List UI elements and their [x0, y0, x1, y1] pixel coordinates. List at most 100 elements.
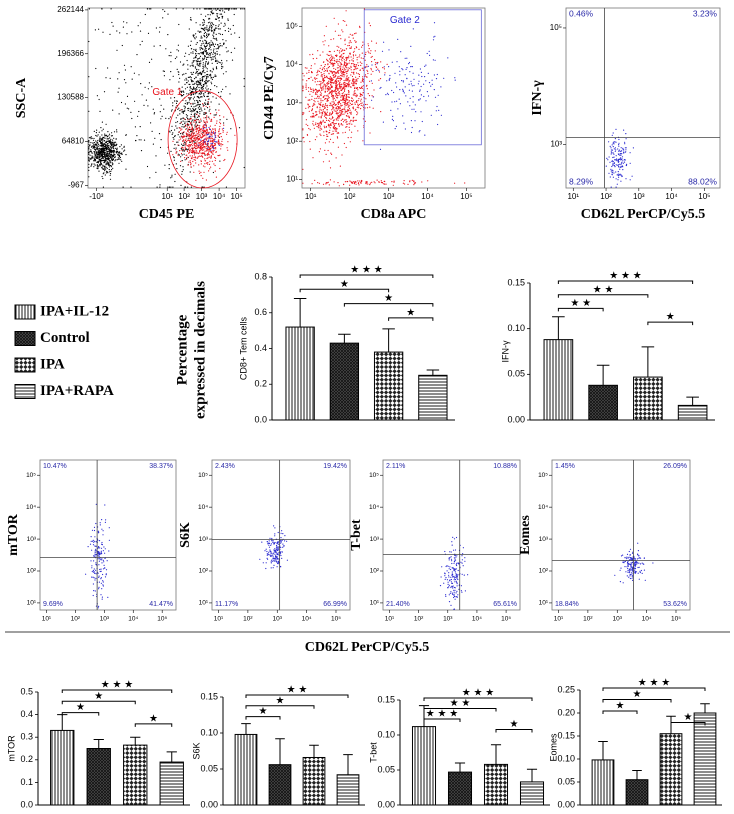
event-dot	[451, 573, 454, 575]
event-dot	[174, 57, 176, 60]
event-dot	[191, 158, 193, 160]
event-dot	[88, 163, 90, 165]
event-dot	[200, 73, 203, 75]
event-dot	[343, 86, 345, 88]
event-dot	[314, 81, 316, 83]
event-dot	[184, 186, 186, 188]
event-dot	[95, 569, 97, 571]
event-dot	[319, 104, 321, 106]
event-dot	[200, 139, 202, 141]
event-dot	[340, 63, 342, 66]
event-dot	[186, 93, 188, 95]
event-dot	[329, 92, 331, 94]
event-dot	[379, 87, 381, 89]
event-dot	[89, 158, 91, 160]
event-dot	[197, 156, 199, 158]
event-dot	[611, 169, 613, 171]
event-dot	[184, 106, 186, 108]
event-dot	[618, 142, 620, 144]
event-dot	[147, 88, 149, 90]
event-dot	[621, 161, 623, 163]
event-dot	[323, 112, 325, 114]
event-dot	[328, 54, 330, 57]
event-dot	[110, 141, 112, 143]
event-dot	[211, 8, 213, 10]
event-dot	[194, 137, 196, 139]
event-dot	[326, 53, 328, 55]
y-tick-label: 10⁵	[198, 472, 208, 479]
event-dot	[199, 145, 201, 148]
event-dot	[320, 81, 322, 83]
event-dot	[619, 154, 621, 156]
event-dot	[208, 56, 210, 58]
event-dot	[404, 86, 406, 88]
event-dot	[211, 152, 213, 154]
event-dot	[203, 113, 205, 115]
event-dot	[349, 33, 351, 35]
event-dot	[420, 111, 422, 113]
event-dot	[158, 31, 161, 33]
event-dot	[306, 134, 309, 136]
event-dot	[454, 549, 457, 551]
event-dot	[330, 103, 332, 105]
event-dot	[208, 28, 210, 30]
event-dot	[145, 99, 147, 101]
event-dot	[333, 50, 335, 52]
event-dot	[332, 79, 334, 81]
event-dot	[173, 159, 175, 161]
event-dot	[378, 70, 380, 72]
event-dot	[326, 90, 329, 92]
event-dot	[272, 552, 274, 554]
event-dot	[218, 8, 220, 10]
event-dot	[631, 577, 633, 579]
event-dot	[212, 37, 214, 39]
event-dot	[191, 111, 193, 113]
event-dot	[88, 152, 90, 154]
event-dot	[349, 111, 351, 114]
event-dot	[619, 173, 621, 175]
event-dot	[209, 92, 211, 94]
event-dot	[192, 98, 194, 100]
event-dot	[272, 558, 274, 560]
event-dot	[338, 86, 341, 88]
y-tick-label: 10³	[27, 536, 37, 543]
event-dot	[346, 98, 348, 101]
event-dot	[307, 87, 310, 89]
event-dot	[192, 109, 195, 111]
event-dot	[203, 124, 205, 127]
event-dot	[203, 132, 205, 134]
event-dot	[377, 68, 379, 70]
event-dot	[453, 560, 456, 562]
event-dot	[204, 131, 207, 133]
event-dot	[199, 149, 201, 152]
event-dot	[327, 181, 329, 183]
event-dot	[178, 107, 180, 109]
event-dot	[177, 44, 179, 46]
event-dot	[331, 95, 333, 97]
event-dot	[108, 153, 110, 155]
event-dot	[346, 57, 348, 60]
event-dot	[213, 48, 215, 50]
event-dot	[457, 594, 459, 596]
event-dot	[185, 125, 187, 127]
event-dot	[103, 91, 106, 93]
event-dot	[225, 8, 227, 10]
event-dot	[393, 91, 395, 94]
event-dot	[102, 568, 105, 570]
event-dot	[317, 96, 319, 98]
event-dot	[173, 97, 176, 99]
event-dot	[197, 53, 199, 55]
event-dot	[203, 140, 205, 142]
event-dot	[214, 8, 217, 10]
x-tick-label: 10¹	[42, 616, 52, 623]
event-dot	[331, 112, 333, 114]
event-dot	[198, 81, 201, 84]
event-dot	[385, 94, 387, 96]
event-dot	[105, 144, 107, 146]
event-dot	[333, 181, 335, 183]
event-dot	[360, 81, 362, 83]
event-dot	[311, 98, 313, 100]
event-dot	[204, 147, 206, 149]
event-dot	[208, 133, 210, 135]
event-dot	[319, 67, 321, 69]
